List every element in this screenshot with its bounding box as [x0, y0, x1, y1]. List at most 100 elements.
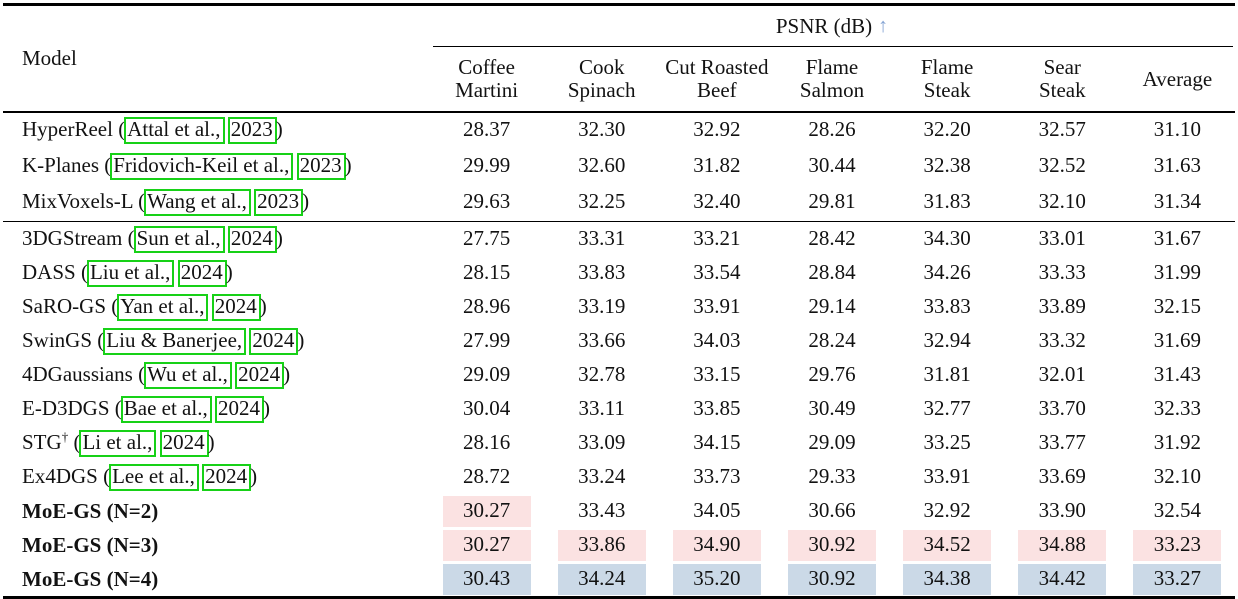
psnr-value-cell: 30.66 — [774, 496, 889, 527]
psnr-value: 31.63 — [1153, 153, 1202, 178]
citation-year-link[interactable]: 2024 — [177, 259, 227, 287]
citation-author-link[interactable]: Yan et al., — [117, 293, 209, 321]
citation-year-link[interactable]: 2024 — [214, 395, 264, 423]
psnr-value: 32.57 — [1038, 117, 1086, 142]
table-row: 4DGaussians (Wu et al., 2024) 29.09 32.78 3… — [3, 358, 1235, 392]
psnr-value: 34.26 — [923, 259, 971, 284]
citation-year-link[interactable]: 2023 — [254, 189, 304, 217]
psnr-value-cell: 34.03 — [659, 326, 774, 357]
psnr-value-cell: 34.52 — [890, 529, 1005, 561]
psnr-value-cell: 34.88 — [1005, 529, 1120, 561]
table-body: HyperReel (Attal et al., 2023) 28.37 32.30… — [3, 113, 1235, 597]
psnr-value: 32.92 — [923, 497, 971, 522]
psnr-value-highlight-blue: 35.20 — [672, 563, 761, 595]
citation-year-link[interactable]: 2024 — [202, 463, 252, 491]
psnr-value-cell: 33.32 — [1005, 326, 1120, 357]
psnr-value: 32.10 — [1038, 189, 1086, 214]
psnr-value-highlight-pink: 34.90 — [672, 529, 761, 561]
psnr-value: 33.85 — [693, 395, 741, 420]
table-row: STG† (Li et al., 2024) 28.16 33.09 34.15 29.… — [3, 426, 1235, 460]
psnr-value-cell: 33.85 — [659, 394, 774, 425]
psnr-value: 33.54 — [693, 259, 741, 284]
citation-year-link[interactable]: 2024 — [235, 361, 285, 389]
psnr-value: 28.42 — [808, 225, 856, 250]
psnr-value: 32.77 — [923, 395, 971, 420]
column-header-coffee-martini: Coffee Martini — [455, 55, 519, 103]
psnr-value-cell: 33.43 — [544, 496, 659, 527]
psnr-value: 33.91 — [693, 293, 741, 318]
table-row: Ex4DGS (Lee et al., 2024) 28.72 33.24 33.73… — [3, 460, 1235, 494]
psnr-value-cell: 33.73 — [659, 462, 774, 493]
psnr-header: PSNR (dB) ↑ — [429, 6, 1235, 46]
citation-author-link[interactable]: Liu et al., — [86, 259, 175, 287]
psnr-value-cell: 30.04 — [429, 394, 544, 425]
psnr-value-cell: 33.83 — [544, 258, 659, 289]
psnr-value-cell: 29.81 — [774, 187, 889, 218]
citation-author-link[interactable]: Liu & Banerjee, — [103, 327, 247, 355]
psnr-value: 31.43 — [1153, 361, 1202, 386]
psnr-value: 27.75 — [462, 225, 511, 250]
psnr-value-cell: 30.27 — [429, 529, 544, 561]
citation-author-link[interactable]: Lee et al., — [109, 463, 199, 491]
psnr-value: 32.10 — [1153, 463, 1202, 488]
model-name: MoE-GS (N=4) — [3, 567, 429, 592]
psnr-value-cell: 32.78 — [544, 360, 659, 391]
citation-author-link[interactable]: Attal et al., — [124, 117, 225, 145]
citation-year-link[interactable]: 2023 — [296, 153, 346, 181]
citation-year-link[interactable]: 2024 — [211, 293, 261, 321]
psnr-value: 31.10 — [1153, 117, 1202, 142]
citation-author-link[interactable]: Li et al., — [79, 429, 157, 457]
citation-author-link[interactable]: Wu et al., — [144, 361, 232, 389]
psnr-value-cell: 32.10 — [1005, 187, 1120, 218]
psnr-value-cell: 30.92 — [774, 529, 889, 561]
citation-author-link[interactable]: Fridovich-Keil et al., — [110, 153, 294, 181]
psnr-value-cell: 32.25 — [544, 187, 659, 218]
psnr-value: 31.99 — [1153, 259, 1202, 284]
citation-author-link[interactable]: Bae et al., — [120, 395, 212, 423]
psnr-value-highlight-pink: 30.27 — [442, 495, 531, 527]
psnr-value-cell: 33.21 — [659, 224, 774, 255]
psnr-value: 28.72 — [462, 463, 511, 488]
psnr-value-cell: 30.49 — [774, 394, 889, 425]
psnr-value-cell: 31.67 — [1120, 224, 1235, 255]
psnr-value-highlight-pink: 30.27 — [442, 529, 531, 561]
citation-year-link[interactable]: 2024 — [227, 225, 277, 253]
citation-author-link[interactable]: Sun et al., — [133, 225, 225, 253]
psnr-value: 27.99 — [462, 327, 511, 352]
psnr-value-cell: 29.09 — [774, 428, 889, 459]
citation-year-link[interactable]: 2024 — [249, 327, 299, 355]
psnr-value-cell: 31.81 — [890, 360, 1005, 391]
citation-author-link[interactable]: Wang et al., — [144, 189, 251, 217]
column-header-cook-spinach: Cook Spinach — [567, 55, 636, 103]
psnr-value: 32.25 — [578, 189, 626, 214]
psnr-value-cell: 32.52 — [1005, 151, 1120, 182]
psnr-value-cell: 32.60 — [544, 151, 659, 182]
psnr-value-cell: 27.99 — [429, 326, 544, 357]
column-header-cut-roasted-beef: Cut Roasted Beef — [665, 55, 769, 103]
psnr-value: 28.24 — [808, 327, 856, 352]
psnr-value: 33.69 — [1038, 463, 1086, 488]
psnr-value: 33.83 — [923, 293, 971, 318]
psnr-value-cell: 32.40 — [659, 187, 774, 218]
psnr-label: PSNR (dB) — [775, 13, 873, 38]
psnr-value: 32.33 — [1153, 395, 1202, 420]
psnr-value-cell: 33.83 — [890, 292, 1005, 323]
psnr-value: 28.84 — [808, 259, 856, 284]
psnr-value: 31.81 — [923, 361, 971, 386]
psnr-value: 34.05 — [693, 497, 741, 522]
psnr-value-cell: 34.26 — [890, 258, 1005, 289]
psnr-value-cell: 32.57 — [1005, 115, 1120, 146]
model-name: MoE-GS (N=2) — [3, 499, 429, 524]
citation-year-link[interactable]: 2023 — [227, 117, 277, 145]
table-row: E-D3DGS (Bae et al., 2024) 30.04 33.11 33.8… — [3, 392, 1235, 426]
psnr-value-cell: 29.14 — [774, 292, 889, 323]
psnr-value-cell: 33.15 — [659, 360, 774, 391]
psnr-value: 33.33 — [1038, 259, 1086, 284]
column-header-flame-salmon: Flame Salmon — [799, 55, 865, 103]
citation-year-link[interactable]: 2024 — [159, 429, 209, 457]
psnr-value-cell: 31.69 — [1120, 326, 1235, 357]
psnr-value-cell: 31.92 — [1120, 428, 1235, 459]
table-row: MoE-GS (N=4) 30.43 34.24 35.20 30.92 34.38 34.… — [3, 562, 1235, 596]
psnr-value: 30.04 — [462, 395, 511, 420]
psnr-value-highlight-pink: 30.92 — [787, 529, 876, 561]
